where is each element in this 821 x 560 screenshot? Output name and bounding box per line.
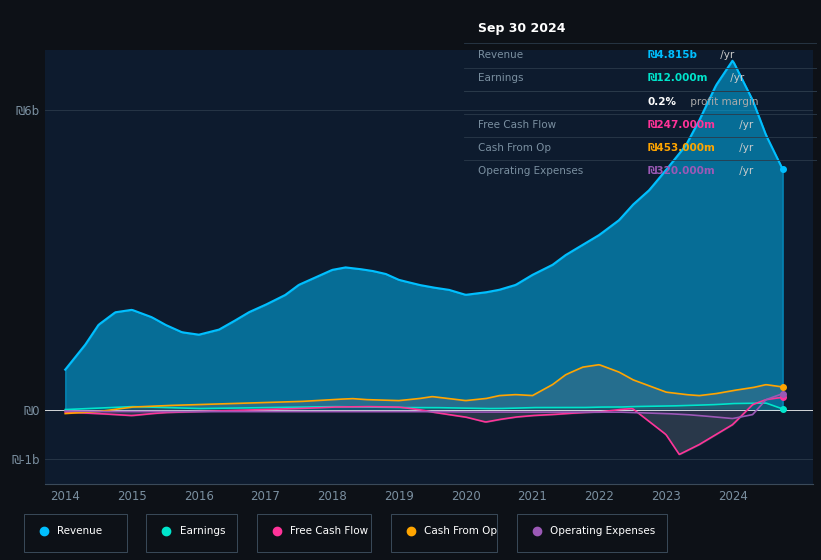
Text: Free Cash Flow: Free Cash Flow	[290, 526, 368, 536]
Text: 0.2%: 0.2%	[648, 96, 677, 106]
Text: ₪4.815b: ₪4.815b	[648, 50, 698, 60]
Text: Earnings: Earnings	[180, 526, 225, 536]
Text: Operating Expenses: Operating Expenses	[550, 526, 655, 536]
Text: ₪247.000m: ₪247.000m	[648, 120, 715, 130]
Text: Sep 30 2024: Sep 30 2024	[478, 22, 566, 35]
Text: Revenue: Revenue	[478, 50, 523, 60]
Text: profit margin: profit margin	[687, 96, 759, 106]
Text: /yr: /yr	[736, 120, 754, 130]
Text: Operating Expenses: Operating Expenses	[478, 166, 583, 176]
Text: /yr: /yr	[717, 50, 734, 60]
Text: Revenue: Revenue	[57, 526, 103, 536]
Text: Cash From Op: Cash From Op	[478, 143, 551, 153]
Text: ₪12.000m: ₪12.000m	[648, 73, 708, 83]
Text: Earnings: Earnings	[478, 73, 524, 83]
Text: ₪320.000m: ₪320.000m	[648, 166, 715, 176]
Text: /yr: /yr	[727, 73, 744, 83]
Text: /yr: /yr	[736, 143, 754, 153]
Text: Cash From Op: Cash From Op	[424, 526, 497, 536]
Text: /yr: /yr	[736, 166, 754, 176]
Text: ₪453.000m: ₪453.000m	[648, 143, 715, 153]
Text: Free Cash Flow: Free Cash Flow	[478, 120, 556, 130]
